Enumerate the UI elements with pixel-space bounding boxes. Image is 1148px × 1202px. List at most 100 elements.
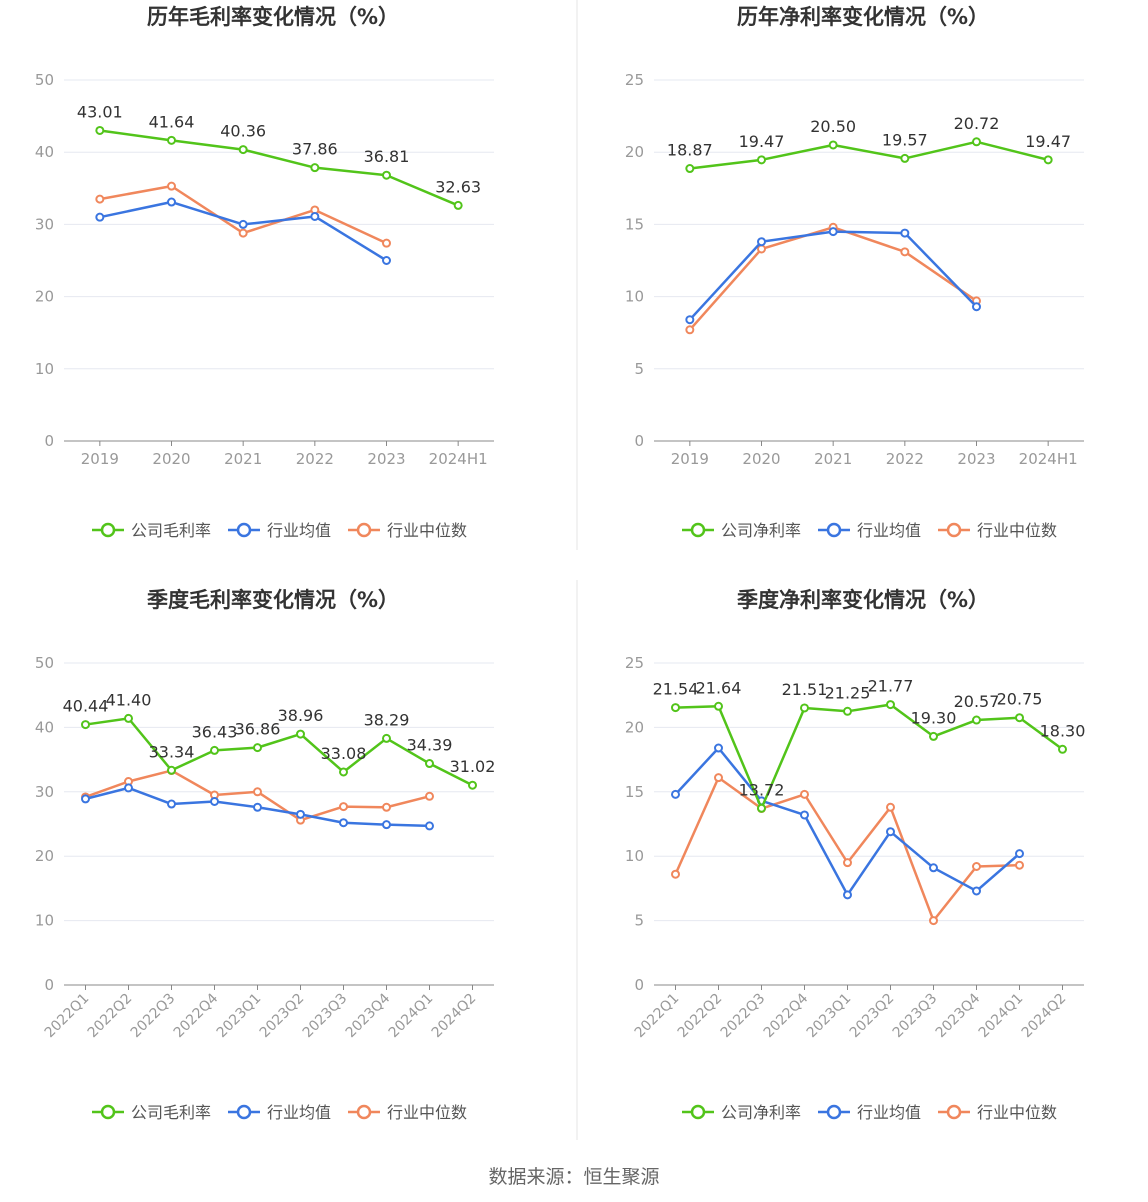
data-point-industry_avg: [210, 796, 219, 806]
data-label: 38.96: [278, 706, 324, 725]
x-tick-label: 2024H1: [1019, 450, 1078, 468]
data-point-company: [468, 780, 477, 790]
x-tick-label: 2023: [367, 450, 405, 468]
data-point-company: [167, 765, 176, 775]
data-label: 20.72: [954, 114, 1000, 133]
data-point-industry_median: [382, 802, 391, 812]
legend-label: 行业中位数: [977, 521, 1057, 540]
data-point-company: [453, 200, 463, 210]
data-label: 33.34: [149, 742, 195, 761]
data-label: 36.86: [235, 720, 281, 739]
legend-marker: [356, 1104, 372, 1120]
data-point-industry_avg: [382, 256, 391, 265]
data-point-industry_median: [95, 194, 105, 204]
data-point-company: [296, 729, 305, 739]
x-tick-label: 2024Q2: [429, 991, 480, 1042]
legend-item-industry_avg: 行业均值: [228, 1103, 331, 1122]
legend-marker: [690, 522, 706, 538]
data-point-company: [757, 155, 766, 165]
data-point-company: [81, 720, 90, 730]
legend-item-company: 公司净利率: [682, 521, 801, 540]
x-tick-label: 2022: [886, 450, 924, 468]
legend-marker: [946, 1104, 962, 1120]
x-tick-label: 2022: [296, 450, 334, 468]
y-tick-label: 15: [625, 783, 644, 801]
data-label: 20.57: [954, 692, 1000, 711]
series-line-company: [689, 140, 1049, 170]
x-tick-label: 2022Q1: [632, 991, 683, 1042]
y-tick-label: 5: [634, 912, 644, 930]
chart-panel-1: 历年毛利率变化情况（%） 0 10 20 30 40 50 2019 2020 2021 2022 2…: [35, 5, 494, 540]
data-source-note: 数据来源：恒生聚源: [488, 1166, 660, 1188]
data-point-company: [310, 163, 320, 173]
y-tick-label: 25: [625, 654, 644, 672]
data-point-industry_avg: [81, 794, 90, 804]
data-label: 19.47: [739, 132, 785, 151]
y-tick-label: 40: [35, 718, 54, 736]
data-point-industry_avg: [929, 863, 938, 873]
data-point-industry_median: [253, 787, 262, 797]
legend-label: 行业中位数: [977, 1103, 1057, 1122]
y-tick-label: 20: [625, 718, 644, 736]
data-point-industry_avg: [167, 197, 176, 207]
x-tick-label: 2019: [671, 450, 709, 468]
legend-marker: [100, 1104, 116, 1120]
y-tick-label: 10: [625, 288, 644, 306]
series-line-company: [99, 129, 459, 207]
data-point-company: [800, 703, 809, 713]
series-line-industry_avg: [688, 230, 978, 321]
data-point-company: [900, 153, 910, 163]
data-point-industry_avg: [886, 827, 895, 837]
data-label: 19.57: [882, 130, 928, 149]
x-tick-label: 2023Q1: [214, 991, 265, 1042]
data-point-company: [1058, 744, 1067, 754]
data-point-industry_avg: [296, 809, 305, 819]
data-point-company: [238, 145, 248, 155]
data-point-company: [1015, 713, 1024, 723]
y-tick-label: 20: [35, 847, 54, 865]
data-point-company: [253, 743, 262, 753]
x-tick-label: 2023Q3: [890, 991, 941, 1042]
x-tick-label: 2023: [957, 450, 995, 468]
x-tick-label: 2024Q1: [386, 991, 437, 1042]
series-line-company: [675, 703, 1064, 810]
y-tick-label: 25: [625, 71, 644, 89]
data-point-industry_avg: [685, 315, 695, 325]
legend-label: 公司净利率: [721, 521, 801, 540]
data-label: 18.30: [1040, 721, 1086, 740]
data-point-company: [167, 135, 176, 145]
data-point-industry_median: [800, 789, 809, 799]
y-tick-label: 5: [634, 360, 644, 378]
legend-label: 行业中位数: [387, 1103, 467, 1122]
data-point-industry_avg: [714, 743, 723, 753]
legend-item-industry_avg: 行业均值: [818, 521, 921, 540]
data-point-industry_median: [843, 858, 852, 868]
legend-marker: [826, 1104, 842, 1120]
data-point-company: [425, 759, 434, 769]
data-label: 21.51: [782, 680, 828, 699]
x-tick-label: 2023Q4: [933, 990, 984, 1041]
x-tick-label: 2022Q3: [718, 991, 769, 1042]
x-tick-label: 2023Q2: [257, 991, 308, 1042]
data-point-industry_avg: [124, 783, 133, 793]
y-tick-label: 10: [35, 912, 54, 930]
data-point-industry_median: [238, 228, 248, 238]
data-point-company: [671, 703, 680, 713]
chart-title: 季度毛利率变化情况（%）: [147, 588, 399, 612]
data-point-company: [757, 803, 766, 813]
data-point-industry_avg: [253, 802, 262, 812]
data-label: 34.39: [407, 736, 453, 755]
legend-marker: [236, 522, 252, 538]
x-tick-label: 2022Q2: [85, 991, 136, 1042]
legend-marker: [356, 522, 372, 538]
data-point-industry_median: [167, 181, 176, 191]
y-tick-label: 50: [35, 71, 54, 89]
y-tick-label: 50: [35, 654, 54, 672]
data-point-company: [210, 745, 219, 755]
legend-item-company: 公司毛利率: [92, 521, 211, 540]
data-point-industry_avg: [167, 799, 176, 809]
data-label: 32.63: [435, 177, 481, 196]
data-label: 31.02: [450, 757, 496, 776]
chart-title: 季度净利率变化情况（%）: [737, 588, 989, 612]
data-label: 21.64: [696, 678, 742, 697]
